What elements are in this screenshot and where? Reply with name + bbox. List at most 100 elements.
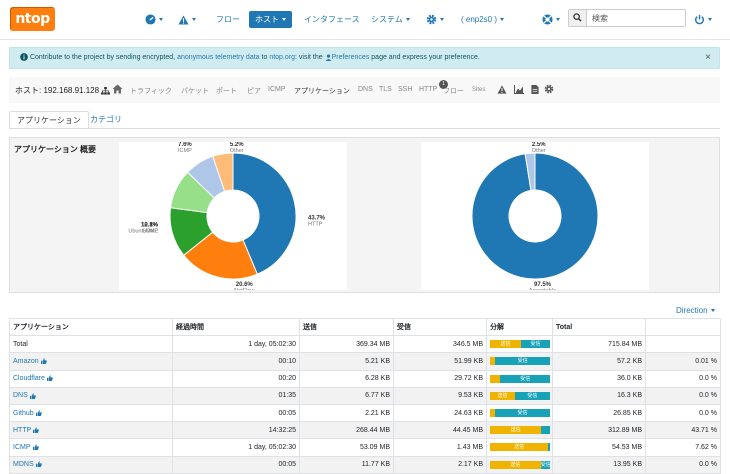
tab-tls[interactable]: TLS: [379, 86, 392, 93]
slice-other[interactable]: [524, 152, 536, 191]
slice-percent-label: 2.5%: [532, 142, 546, 148]
help-menu[interactable]: [542, 11, 560, 28]
slice-acceptable[interactable]: [471, 152, 599, 280]
application-link[interactable]: ICMP: [13, 444, 31, 451]
sent-bar: 送信: [490, 426, 542, 435]
power-icon: [694, 15, 705, 25]
total-cell: 715.84 MB: [552, 335, 646, 354]
tab-traffic[interactable]: トラフィック: [130, 88, 172, 95]
breakdown-bar: 受信: [490, 357, 550, 366]
gear-icon: [426, 15, 437, 25]
search-button[interactable]: [569, 10, 587, 26]
col-duration[interactable]: 経過時間: [172, 317, 300, 337]
application-link[interactable]: MDNS: [13, 461, 34, 468]
breeds-pie-box: 97.5%Acceptable 2.5%Other: [421, 142, 649, 294]
slice-other[interactable]: [212, 152, 234, 193]
tab-ports[interactable]: ポート: [216, 88, 237, 95]
host-label-text: ホスト: 192.168.91.128: [15, 86, 100, 95]
received-bar: [548, 443, 550, 452]
telemetry-link[interactable]: anonymous telemetry data: [177, 54, 260, 61]
application-cell: Amazon: [9, 352, 173, 371]
settings-menu[interactable]: [426, 11, 444, 28]
col-received[interactable]: 受信: [393, 317, 487, 337]
col-sent[interactable]: 送信: [299, 317, 394, 337]
search-input[interactable]: [588, 10, 684, 26]
slice-percent-label: 97.5%: [534, 282, 552, 288]
breakdown-bar: 送信 受信: [490, 460, 550, 469]
tab-sites[interactable]: Sites: [472, 87, 486, 93]
chart-icon[interactable]: [514, 85, 524, 94]
application-cell: MDNS: [9, 455, 173, 474]
percentage-cell: 0.0 %: [645, 386, 721, 405]
application-cell: Total: [9, 335, 173, 354]
thumbs-up-icon: [40, 358, 47, 365]
duration-cell: 00:05: [172, 403, 300, 423]
received-cell: 2.17 KB: [393, 455, 487, 474]
tab-flows[interactable]: フロー: [443, 88, 464, 95]
system-menu[interactable]: システム: [371, 11, 410, 28]
tab-categories-view[interactable]: カテゴリ: [90, 115, 122, 124]
host-settings-icon[interactable]: [544, 84, 554, 94]
dashboard-menu[interactable]: [145, 11, 163, 28]
application-link[interactable]: Github: [13, 410, 34, 417]
application-link[interactable]: Amazon: [13, 358, 39, 365]
application-link[interactable]: HTTP: [13, 427, 31, 434]
table-row: Total 1 day, 05:02:30 369.34 MB 346.5 MB 送信受…: [9, 335, 721, 354]
preferences-link[interactable]: Preferences: [325, 54, 369, 61]
close-icon[interactable]: ×: [705, 52, 711, 63]
slice-percent-label: 12.8%: [141, 223, 159, 229]
breakdown-cell: 送信 受信: [486, 455, 553, 474]
sent-bar: [490, 409, 495, 418]
received-bar: 受信: [520, 340, 550, 349]
tab-icmp[interactable]: ICMP: [268, 86, 286, 93]
slice-category-label: SNMP: [142, 229, 158, 235]
interface-select[interactable]: ( enp2s0 ): [461, 11, 505, 28]
slice-netflow[interactable]: [183, 231, 258, 280]
navbar: ntop フロー ホスト インタフェース システム ( enp2s0 ): [0, 0, 730, 40]
ntop-org-link[interactable]: ntop.org: [269, 54, 295, 61]
flows-link[interactable]: フロー: [216, 15, 240, 24]
sent-cell: 11.77 KB: [299, 455, 394, 474]
application-link[interactable]: Cloudflare: [13, 375, 45, 382]
table-header-row: アプリケーション 経過時間 送信 受信 分解 Total: [9, 317, 721, 337]
col-application[interactable]: アプリケーション: [9, 317, 173, 337]
report-icon[interactable]: [531, 85, 539, 94]
breakdown-cell: 送信: [486, 421, 553, 440]
application-cell: ICMP: [9, 438, 173, 457]
tab-ssh[interactable]: SSH: [398, 86, 413, 93]
alerts-menu[interactable]: [178, 11, 196, 28]
tab-dns[interactable]: DNS: [358, 86, 373, 93]
sent-bar: 送信: [490, 391, 515, 400]
slice-http[interactable]: [232, 152, 297, 275]
breakdown-cell: 送信 受信: [486, 335, 553, 354]
slice-percent-label: 10.1%: [141, 223, 159, 229]
total-cell: 54.53 MB: [552, 438, 646, 457]
interfaces-link[interactable]: インタフェース: [304, 15, 360, 24]
received-cell: 9.53 KB: [393, 386, 487, 405]
application-name: HTTP: [13, 426, 32, 434]
tab-http[interactable]: HTTP: [419, 86, 438, 93]
table-row: MDNS 00:05 11.77 KB 2.17 KB 送信 受信 13.95 KB 0.0 …: [9, 455, 721, 474]
col-total[interactable]: Total: [552, 317, 646, 337]
hosts-menu[interactable]: ホスト: [249, 11, 292, 28]
received-bar: 受信: [494, 409, 550, 418]
host-label: ホスト: 192.168.91.128: [15, 85, 111, 96]
table-row: HTTP 14:32:25 268.44 MB 44.45 MB 送信 312.89 MB…: [9, 421, 721, 440]
received-cell: 346.5 MB: [393, 335, 487, 354]
interface-select-label: ( enp2s0 ): [461, 15, 498, 24]
tab-packets[interactable]: パケット: [181, 88, 209, 95]
tab-applications-view[interactable]: アプリケーション: [9, 111, 89, 129]
application-link[interactable]: DNS: [13, 392, 28, 399]
host-bar: ホスト: 192.168.91.128 トラフィック パケット ポート ピア I…: [9, 77, 720, 103]
application-name: Amazon: [13, 357, 39, 365]
tab-peers[interactable]: ピア: [247, 88, 261, 95]
home-icon[interactable]: [112, 84, 123, 94]
alerts-warning-icon[interactable]: [497, 85, 507, 94]
tab-applications[interactable]: アプリケーション: [294, 88, 350, 95]
table-row: Cloudflare 00:20 6.28 KB 29.72 KB 受信 36.0 KB 0…: [9, 369, 721, 388]
ntop-logo[interactable]: ntop: [10, 7, 55, 31]
logout-menu[interactable]: [694, 11, 712, 28]
received-bar: 受信: [514, 391, 550, 400]
direction-dropdown[interactable]: Direction: [676, 306, 715, 315]
application-name: Cloudflare: [13, 375, 45, 383]
